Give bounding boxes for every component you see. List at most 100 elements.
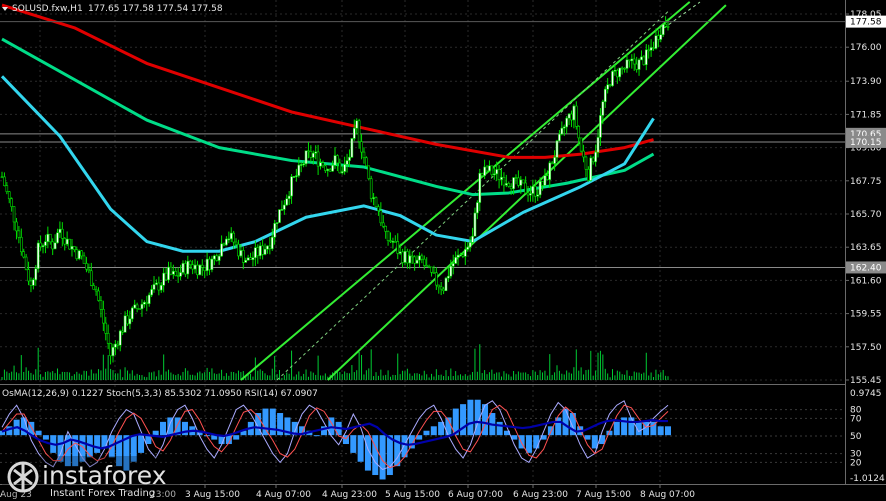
candle-body xyxy=(408,255,412,264)
osma-bar xyxy=(503,430,510,436)
stochastic-main-line xyxy=(1,400,669,471)
osma-bar xyxy=(321,426,328,436)
candle-body xyxy=(406,251,409,264)
osma-bar xyxy=(6,426,13,436)
candle-body xyxy=(258,245,262,257)
osma-bar xyxy=(430,426,437,436)
candle-body xyxy=(664,24,667,27)
candle-body xyxy=(526,192,530,196)
candle-body xyxy=(521,179,525,184)
candle-body xyxy=(432,272,436,274)
candle-body xyxy=(290,176,293,197)
candle-body xyxy=(210,258,214,270)
osma-bar xyxy=(299,426,306,436)
price-tick-label: 167.75 xyxy=(850,177,882,187)
candle-body xyxy=(444,277,448,292)
candle-body xyxy=(217,255,221,261)
candle-body xyxy=(524,182,527,194)
candle-body xyxy=(75,249,79,259)
current-price-tag: 177.58 xyxy=(846,15,886,28)
candle-body xyxy=(196,264,199,276)
candle-body xyxy=(213,255,216,260)
candle-body xyxy=(435,272,438,286)
candle-body xyxy=(56,232,59,244)
osma-bar xyxy=(533,435,540,449)
osma-bar xyxy=(584,435,591,440)
osma-bar xyxy=(35,430,42,436)
osma-bar xyxy=(482,404,489,436)
candle-body xyxy=(623,67,626,70)
candle-body xyxy=(111,346,115,357)
candle-body xyxy=(254,247,257,258)
osma-bar xyxy=(628,417,635,436)
main-panel-bg xyxy=(0,0,845,383)
price-tick-label: 163.65 xyxy=(850,243,882,253)
collapse-arrow-icon[interactable] xyxy=(2,7,8,11)
candle-body xyxy=(205,258,209,271)
candle-body xyxy=(519,179,523,186)
candle-body xyxy=(637,59,641,70)
candle-body xyxy=(541,181,544,186)
price-tick-label: 178.05 xyxy=(850,10,882,20)
osma-bar xyxy=(0,430,5,436)
candle-body xyxy=(220,243,223,257)
candle-body xyxy=(333,155,337,166)
candle-body xyxy=(449,265,453,277)
candle-body xyxy=(517,177,520,186)
candle-body xyxy=(384,225,387,232)
candle-body xyxy=(229,232,233,240)
candle-body xyxy=(292,176,296,178)
candle-body xyxy=(649,47,653,51)
candle-body xyxy=(27,269,30,282)
osc-level-label: 50 xyxy=(850,432,862,442)
candle-body xyxy=(309,151,313,158)
candle-body xyxy=(176,275,180,277)
osma-bar xyxy=(269,408,276,436)
osma-bar xyxy=(474,399,481,436)
candle-body xyxy=(507,183,511,187)
candle-body xyxy=(454,257,457,264)
candle-body xyxy=(246,257,250,261)
osma-bar xyxy=(28,421,35,436)
osma-bar xyxy=(79,435,86,462)
candle-body xyxy=(410,255,414,258)
candle-body xyxy=(575,105,578,127)
candle-body xyxy=(495,169,498,175)
candle-body xyxy=(256,247,260,257)
osma-bar xyxy=(445,417,452,436)
candle-body xyxy=(473,212,477,237)
osma-bar xyxy=(364,435,371,471)
osma-bar xyxy=(116,435,123,467)
osma-bar xyxy=(460,404,467,436)
candle-body xyxy=(415,259,419,264)
osma-bar xyxy=(255,413,262,436)
osma-bar xyxy=(386,435,393,476)
candle-body xyxy=(587,168,590,181)
candle-body xyxy=(0,176,4,179)
candle-body xyxy=(32,279,35,286)
candle-body xyxy=(73,246,76,251)
level-tag-label: 162.40 xyxy=(850,263,882,273)
candle-body xyxy=(89,270,93,286)
candle-body xyxy=(188,260,192,266)
osc-level-label: 80 xyxy=(850,406,862,416)
osma-bar xyxy=(606,430,613,436)
osma-bar xyxy=(438,421,445,436)
ohlc-values: 177.65 177.58 177.54 177.58 xyxy=(88,4,223,14)
candle-body xyxy=(492,173,496,176)
candle-body xyxy=(427,265,431,268)
candle-body xyxy=(44,241,47,246)
candle-body xyxy=(442,288,445,292)
candle-body xyxy=(48,233,52,243)
candle-body xyxy=(68,238,71,250)
osma-bar xyxy=(452,408,459,436)
time-label: 6 Aug 23:00 xyxy=(513,490,568,500)
candle-body xyxy=(466,246,470,250)
price-tick-label: 176.00 xyxy=(850,43,882,53)
osma-bar xyxy=(518,435,525,449)
candle-body xyxy=(200,264,204,268)
candle-body xyxy=(379,210,383,224)
osma-bar xyxy=(225,435,232,445)
time-label: 7 Aug 15:00 xyxy=(576,490,631,500)
osma-bar xyxy=(650,421,657,436)
